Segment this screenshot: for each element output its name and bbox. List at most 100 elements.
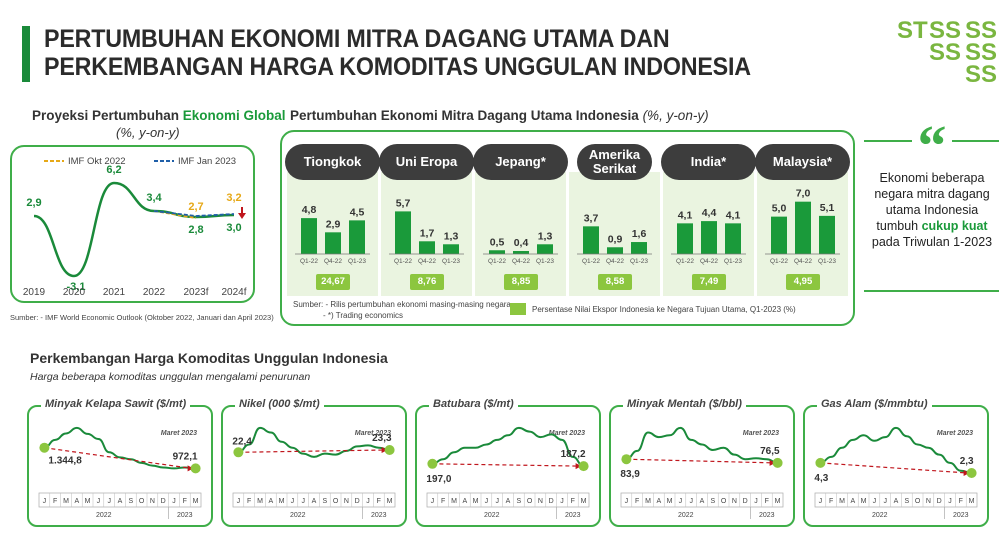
ssi-logo-icon: ST SS SS SS SS SS [897,17,997,86]
bar-category-label: Q1-23 [724,258,742,265]
commodity-price-line [626,426,778,464]
country-bar-chart-5: 5,0 Q1-22 7,0 Q4-22 5,1 Q1-23 [765,188,840,265]
global-value-label: 6,2 [106,164,121,176]
month-tick: F [247,498,251,505]
month-tick: M [451,498,457,505]
down-arrow-icon [238,207,246,219]
country-bar-chart-0: 4,8 Q1-22 2,9 Q4-22 4,5 Q1-23 [295,204,370,265]
global-chart-panel [10,145,255,303]
end-value-label: 23,3 [372,433,392,444]
bar [725,223,741,254]
svg-text:SS: SS [965,39,997,66]
year-label: 2023 [177,512,193,519]
country-pill-4: India* [661,144,756,180]
start-point [233,447,244,458]
bar-category-label: Q4-22 [794,258,812,265]
partners-chart: Tiongkok 4,8 Q1-22 2,9 Q4-22 4,5 Q1-23 24,67 Uni… [280,130,855,326]
bar [631,242,647,254]
trend-line [44,447,192,469]
bar-category-label: Q1-23 [536,258,554,265]
commodity-price-line [820,426,972,474]
global-x-tick: 2019 [23,287,46,298]
commodity-title-0: Minyak Kelapa Sawit ($/mt) [41,398,191,410]
bar-value-label: 1,6 [632,228,647,240]
trend-line [238,449,386,453]
month-tick: A [894,498,899,505]
month-axis [814,492,978,508]
month-tick: M [387,498,393,505]
month-tick: J [172,498,176,505]
trend-line [626,458,774,464]
export-share-badge: 24,67 [316,274,350,290]
month-axis [232,492,396,508]
global-growth-line [33,181,235,278]
bar-category-label: Q1-22 [770,258,788,265]
month-tick: J [107,498,111,505]
commodity-title-4: Gas Alam ($/mmbtu) [817,398,932,410]
month-tick: A [850,498,855,505]
bar-category-label: Q4-22 [606,258,624,265]
svg-text:SS: SS [929,39,961,66]
legend-label-2: IMF Jan 2023 [178,156,236,167]
month-tick: J [689,498,693,505]
global-x-tick: 2024f [221,287,246,298]
month-tick: D [161,498,166,505]
month-tick: M [473,498,479,505]
month-tick: M [63,498,69,505]
bar-value-label: 3,7 [584,212,599,224]
month-tick: F [635,498,639,505]
month-tick: N [732,498,737,505]
commodity-annotation: Maret 2023 [743,430,779,437]
end-value-label: 187,2 [561,449,586,460]
month-tick: O [333,498,339,505]
month-tick: F [765,498,769,505]
month-tick: M [581,498,587,505]
global-value-label: 3,0 [226,222,241,234]
month-tick: J [819,498,823,505]
month-tick: N [538,498,543,505]
year-label: 2023 [759,512,775,519]
bar-value-label: 0,9 [608,233,623,245]
bar [301,218,317,254]
bar [537,244,553,254]
month-tick: F [441,498,445,505]
month-tick: F [377,498,381,505]
month-tick: M [85,498,91,505]
bar-value-label: 1,7 [420,227,435,239]
bar [349,220,365,254]
year-label: 2022 [872,512,888,519]
export-share-badge: 8,58 [598,274,632,290]
start-point [815,457,826,468]
bar-category-label: Q1-22 [394,258,412,265]
month-tick: J [754,498,758,505]
bar-value-label: 0,5 [490,236,505,248]
start-value-label: 197,0 [426,474,451,485]
start-value-label: 4,3 [814,473,828,484]
bar-category-label: Q4-22 [512,258,530,265]
export-share-badge: 4,95 [786,274,820,290]
month-tick: A [312,498,317,505]
country-pill-3: Amerika Serikat [577,144,652,180]
global-chart-title: Proyeksi Pertumbuhan Ekonomi Global [32,108,286,123]
bar-value-label: 4,5 [350,206,365,218]
legend-label-1: IMF Okt 2022 [68,156,126,167]
month-tick: D [937,498,942,505]
bar-value-label: 5,0 [772,203,787,215]
month-tick: D [355,498,360,505]
bar [795,201,811,254]
month-tick: F [571,498,575,505]
commodity-title-1: Nikel (000 $/mt) [235,398,324,410]
bar [443,244,459,254]
month-tick: A [656,498,661,505]
quote-box [864,140,999,292]
export-share-badge: 7,49 [692,274,726,290]
end-value-label: 972,1 [173,451,198,462]
month-tick: M [861,498,867,505]
commodity-annotation: Maret 2023 [161,430,197,437]
month-tick: M [667,498,673,505]
month-tick: M [775,498,781,505]
month-tick: J [495,498,499,505]
global-value-label: 2,8 [188,224,203,236]
